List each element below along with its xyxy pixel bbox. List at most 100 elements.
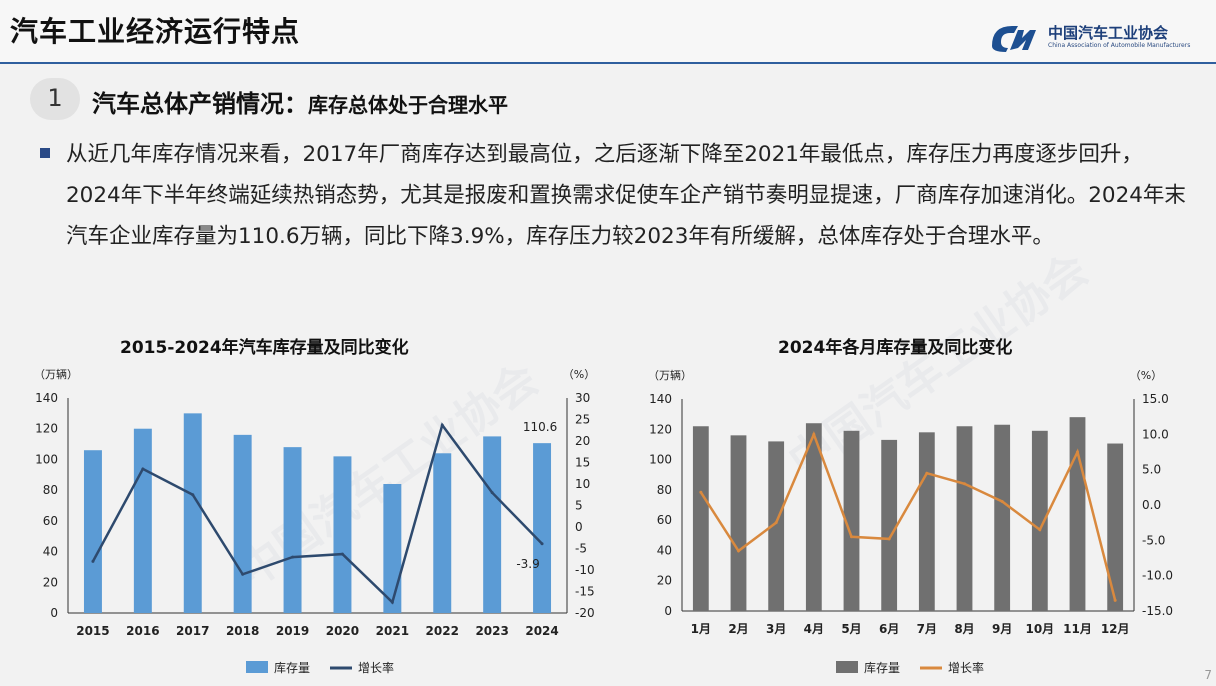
chart1-x-tick-label: 2023 <box>475 624 508 638</box>
chart2-legend-bar-swatch <box>836 661 858 673</box>
chart2-growth-point <box>1113 598 1117 602</box>
section-title: 汽车总体产销情况： <box>92 90 308 118</box>
chart1-left-tick-label: 100 <box>35 452 58 466</box>
chart2-x-tick-label: 11月 <box>1063 622 1092 636</box>
chart2-right-tick-label: 15.0 <box>1142 392 1169 406</box>
chart1-bar <box>283 447 302 613</box>
chart1-right-tick-label: 10 <box>575 477 590 491</box>
chart1-right-tick-label: -15 <box>575 585 595 599</box>
chart2-left-tick-label: 20 <box>657 574 672 588</box>
chart1-left-tick-label: 60 <box>43 514 58 528</box>
chart1-growth-point <box>191 493 195 497</box>
chart1-bar <box>133 428 152 613</box>
section-subtitle: 库存总体处于合理水平 <box>308 93 508 117</box>
chart2-left-tick-label: 80 <box>657 483 672 497</box>
section-number: 1 <box>47 84 63 112</box>
chart2-right-tick-label: 5.0 <box>1142 463 1161 477</box>
bullet-square-icon <box>40 148 50 158</box>
chart2-left-unit: （万辆） <box>648 368 692 382</box>
chart2-right-tick-label: 10.0 <box>1142 427 1169 441</box>
chart2-bar <box>692 426 709 611</box>
chart2-growth-point <box>1076 450 1079 454</box>
chart1-growth-point <box>490 491 494 495</box>
chart1-right-tick-label: -10 <box>575 563 595 577</box>
chart2-right-tick-label: -5.0 <box>1142 533 1165 547</box>
chart1-right-tick-label: -5 <box>575 542 587 556</box>
chart1-bar <box>83 450 102 613</box>
chart2-left-tick-label: 140 <box>649 392 672 406</box>
chart2-bar <box>1031 430 1048 611</box>
chart2-right-tick-label: -15.0 <box>1142 604 1173 618</box>
chart2-x-tick-label: 10月 <box>1025 622 1054 636</box>
logo: 中国汽车工业协会 China Association of Automobile… <box>988 20 1208 54</box>
chart2-bar <box>881 439 898 611</box>
chart1-growth-point <box>440 423 444 427</box>
chart1-legend-bar-label: 库存量 <box>274 660 310 675</box>
chart2-x-tick-label: 4月 <box>804 622 824 636</box>
chart1-bar <box>183 413 202 613</box>
section-number-badge: 1 <box>30 78 80 120</box>
chart2-bar <box>1107 443 1124 611</box>
chart1-x-tick-label: 2020 <box>326 624 359 638</box>
chart2-bar <box>918 432 935 611</box>
chart1-right-tick-label: 20 <box>575 434 590 448</box>
chart2-title: 2024年各月库存量及同比变化 <box>778 338 1013 358</box>
chart2-growth-point <box>925 471 929 475</box>
chart1-growth-point <box>241 572 245 576</box>
chart1-x-tick-label: 2017 <box>176 624 209 638</box>
chart2-x-tick-label: 5月 <box>841 622 861 636</box>
chart2-bar <box>768 441 785 611</box>
chart1-x-tick-label: 2024 <box>525 624 558 638</box>
chart2-left-tick-label: 100 <box>649 453 672 467</box>
page-number: 7 <box>1204 668 1212 682</box>
chart2-left-tick-label: 0 <box>664 604 672 618</box>
chart2-growth-point <box>737 549 740 553</box>
chart2-x-tick-label: 6月 <box>879 622 899 636</box>
chart2-growth-point <box>699 490 703 494</box>
chart2-x-tick-label: 12月 <box>1101 622 1130 636</box>
chart1-x-tick-label: 2018 <box>226 624 259 638</box>
chart1-x-tick-label: 2019 <box>276 624 309 638</box>
chart-monthly-inventory: （万辆） （%） 0 20 40 60 80 100 120 140 -15.0 -10.0 -5.0 0… <box>648 368 1173 675</box>
chart2-growth-line <box>699 430 1117 601</box>
chart2-right-tick-label: -10.0 <box>1142 569 1173 583</box>
logo-text: 中国汽车工业协会 <box>1048 24 1169 42</box>
chart1-left-tick-label: 20 <box>43 575 58 589</box>
chart2-growth-point <box>774 521 778 525</box>
chart1-right-tick-label: -20 <box>575 606 595 620</box>
chart1-x-tick-label: 2015 <box>76 624 109 638</box>
chart1-legend-bar-swatch <box>246 661 268 673</box>
chart1-growth-point <box>141 467 145 471</box>
summary-paragraph: 从近几年库存情况来看，2017年厂商库存达到最高位，之后逐渐下降至2021年最低… <box>66 142 1186 249</box>
chart1-growth-point <box>540 542 544 546</box>
chart1-title: 2015-2024年汽车库存量及同比变化 <box>120 338 409 358</box>
chart2-right-tick-label: 0.0 <box>1142 498 1161 512</box>
caam-logo-icon <box>992 26 1036 52</box>
chart1-growth-point <box>340 552 344 556</box>
chart2-x-tick-label: 7月 <box>917 622 937 636</box>
chart2-bar <box>956 426 973 611</box>
chart1-growth-point <box>91 559 95 563</box>
chart1-line-data-label: -3.9 <box>516 557 539 571</box>
chart2-growth-point <box>887 537 891 541</box>
slide-title: 汽车工业经济运行特点 <box>10 15 301 48</box>
chart2-growth-point <box>850 535 853 539</box>
chart2-x-tick-label: 9月 <box>992 622 1012 636</box>
chart1-bar <box>533 443 552 613</box>
chart1-left-tick-label: 0 <box>50 606 58 620</box>
chart1-growth-point <box>390 600 394 604</box>
chart2-legend-line-label: 增长率 <box>948 660 984 675</box>
chart1-x-tick-label: 2022 <box>426 624 459 638</box>
logo-subtext: China Association of Automobile Manufact… <box>1048 42 1191 49</box>
chart1-left-unit: （万辆） <box>34 367 78 381</box>
chart1-left-tick-label: 120 <box>35 422 58 436</box>
chart1-bar <box>333 456 352 613</box>
chart1-right-unit: （%） <box>563 368 595 381</box>
chart1-left-tick-label: 40 <box>43 545 58 559</box>
chart1-x-tick-label: 2021 <box>376 624 409 638</box>
chart2-bar <box>730 435 747 611</box>
chart2-left-tick-label: 40 <box>657 543 672 557</box>
chart1-legend-line-label: 增长率 <box>358 660 394 675</box>
chart2-bar <box>843 430 860 611</box>
chart2-legend-bar-label: 库存量 <box>864 660 900 675</box>
